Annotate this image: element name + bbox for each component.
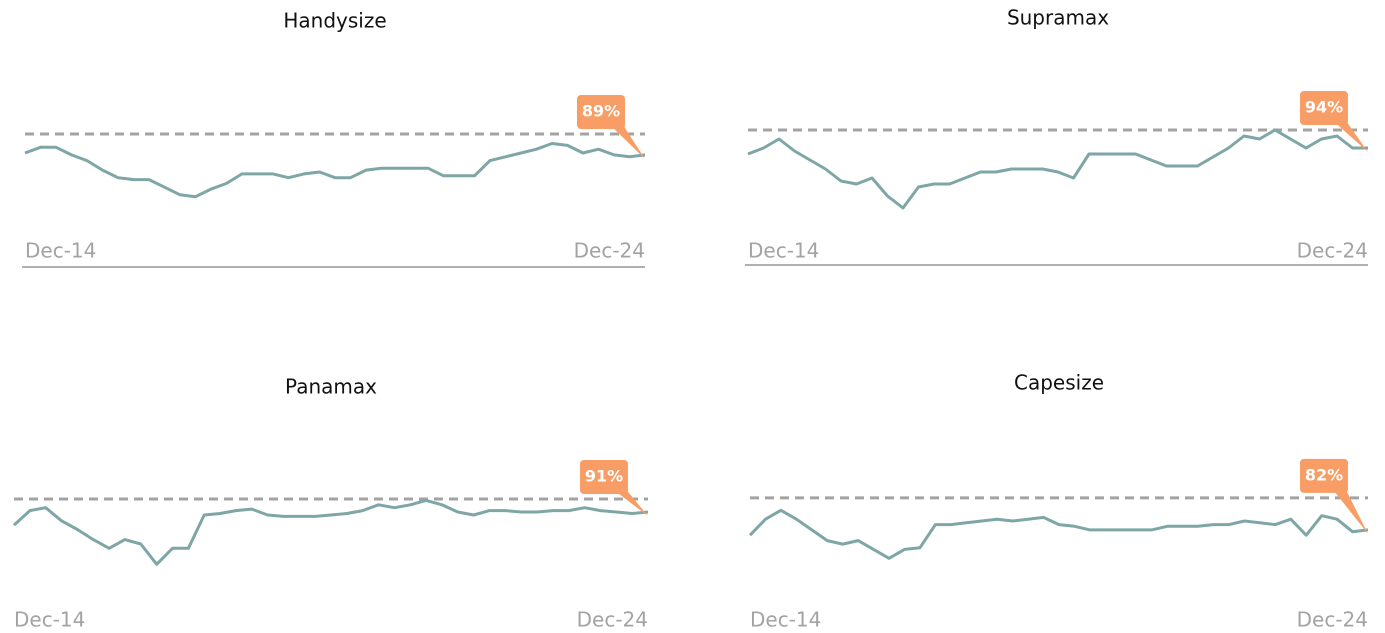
data-line — [748, 508, 1369, 560]
data-line — [747, 128, 1368, 210]
callout-label: 89% — [582, 102, 620, 121]
chart-title: Handysize — [283, 9, 386, 33]
chart-title: Capesize — [1014, 371, 1104, 395]
callout-pointer — [1330, 118, 1368, 152]
x-tick-label: Dec-14 — [14, 608, 85, 632]
callout-label: 82% — [1305, 465, 1343, 484]
data-line — [24, 142, 646, 199]
callout-pointer — [1330, 485, 1368, 534]
callout-pointer — [607, 122, 645, 159]
x-tick-label: Dec-14 — [748, 239, 819, 263]
callout-pointer — [610, 487, 648, 517]
callout-label: 91% — [585, 467, 623, 486]
x-tick-label: Dec-24 — [574, 239, 645, 263]
x-tick-label: Dec-14 — [25, 239, 96, 263]
callout-box — [1300, 91, 1348, 125]
x-tick-label: Dec-24 — [577, 608, 648, 632]
data-line — [12, 498, 649, 566]
chart-title: Supramax — [1007, 6, 1109, 30]
chart-title: Panamax — [285, 375, 377, 399]
callout-box — [1300, 458, 1348, 493]
x-tick-label: Dec-24 — [1297, 608, 1368, 632]
callout-box — [577, 95, 625, 129]
x-tick-label: Dec-24 — [1297, 239, 1368, 263]
callout-label: 94% — [1305, 98, 1343, 117]
x-tick-label: Dec-14 — [750, 608, 821, 632]
callout-box — [580, 460, 628, 494]
